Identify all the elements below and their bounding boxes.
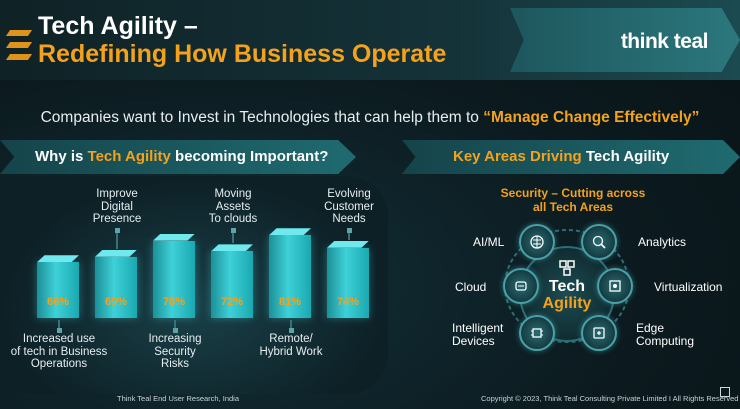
hub-label-highlight: Agility bbox=[542, 295, 592, 312]
node-label-line: Computing bbox=[636, 334, 695, 348]
heading-highlight: Tech Agility bbox=[87, 148, 171, 165]
cloud-server-icon bbox=[503, 268, 539, 304]
label-connector bbox=[348, 229, 350, 240]
node-label-cloud: Cloud bbox=[455, 280, 487, 294]
header-arrow-shape bbox=[510, 8, 740, 72]
label-connector-dot bbox=[114, 227, 120, 233]
chart-bar bbox=[37, 262, 79, 318]
node-label-line: Edge bbox=[636, 321, 665, 335]
label-connector-dot bbox=[288, 328, 294, 333]
subtitle: Companies want to Invest in Technologies… bbox=[0, 109, 740, 127]
key-areas-heading-line: Security – Cutting across bbox=[500, 186, 646, 200]
bar-category-label: Remote/Hybrid Work bbox=[259, 333, 323, 358]
chart-bar bbox=[153, 240, 195, 318]
label-connector-dot bbox=[346, 227, 352, 233]
node-label-virtualization: Virtualization bbox=[654, 280, 723, 294]
node-label-analytics: Analytics bbox=[638, 235, 687, 249]
label-connector bbox=[232, 229, 234, 244]
subtitle-text: Companies want to Invest in Technologies… bbox=[40, 109, 484, 126]
bar-value-label: 69% bbox=[104, 296, 128, 308]
virtual-cube-icon bbox=[597, 268, 633, 304]
node-label-edge-computing: Edge Computing bbox=[636, 322, 694, 348]
hub-label: Tech bbox=[548, 278, 586, 295]
node-label-aiml: AI/ML bbox=[473, 235, 505, 249]
heading-text: Key Areas Driving bbox=[453, 148, 586, 165]
right-section-heading: Key Areas Driving Tech Agility bbox=[453, 148, 669, 165]
node-label-line: Intelligent bbox=[452, 321, 504, 335]
right-section-banner bbox=[402, 140, 740, 174]
chart-bar bbox=[95, 256, 137, 318]
heading-text: Why is bbox=[35, 148, 88, 165]
chart-bar bbox=[327, 247, 369, 318]
device-chip-icon bbox=[519, 315, 555, 351]
cube-network-icon bbox=[559, 260, 575, 276]
chart-bar bbox=[269, 235, 311, 318]
bar-category-label: Increased use of tech in Business Operatio… bbox=[10, 333, 108, 370]
node-label-intelligent-devices: Intelligent Devices bbox=[452, 322, 503, 348]
brain-icon bbox=[519, 224, 555, 260]
label-connector bbox=[116, 229, 118, 249]
bar-category-label: Evolving Customer Needs bbox=[324, 188, 374, 225]
bar-value-label: 74% bbox=[336, 296, 360, 308]
left-section-banner bbox=[0, 140, 356, 174]
label-connector-dot bbox=[172, 328, 178, 333]
bar-category-label: Moving Assets To clouds bbox=[208, 188, 258, 225]
brand-logo: think teal bbox=[620, 30, 709, 53]
footer-source: Think Teal End User Research, India bbox=[117, 394, 240, 403]
label-connector-dot bbox=[56, 328, 62, 333]
chart-bar bbox=[211, 251, 253, 318]
corner-marker bbox=[720, 387, 730, 397]
bar-value-label: 81% bbox=[278, 296, 302, 308]
subtitle-highlight: “Manage Change Effectively” bbox=[483, 109, 700, 126]
left-section-heading: Why is Tech Agility becoming Important? bbox=[35, 148, 328, 165]
edge-chip-icon bbox=[581, 315, 617, 351]
label-connector bbox=[174, 320, 176, 331]
magnifier-chart-icon bbox=[581, 224, 617, 260]
key-areas-heading: Security – Cutting across all Tech Areas bbox=[488, 186, 658, 214]
heading-highlight: Tech Agility bbox=[585, 148, 670, 165]
bar-value-label: 66% bbox=[46, 296, 70, 308]
page-title: Tech Agility – bbox=[38, 12, 198, 40]
heading-text: becoming Important? bbox=[170, 148, 329, 165]
bar-category-label: Improve Digital Presence bbox=[92, 188, 142, 225]
footer-copyright: Copyright © 2023, Think Teal Consulting … bbox=[481, 394, 739, 403]
bar-value-label: 78% bbox=[162, 296, 186, 308]
key-areas-heading-line: all Tech Areas bbox=[532, 200, 614, 214]
label-connector bbox=[290, 320, 292, 331]
label-connector-dot bbox=[230, 227, 236, 233]
bar-value-label: 72% bbox=[220, 296, 244, 308]
label-connector bbox=[58, 320, 60, 331]
page-title-highlight: Redefining How Business Operate bbox=[38, 40, 447, 68]
bar-category-label: Increasing Security Risks bbox=[148, 333, 202, 370]
node-label-line: Devices bbox=[452, 334, 495, 348]
